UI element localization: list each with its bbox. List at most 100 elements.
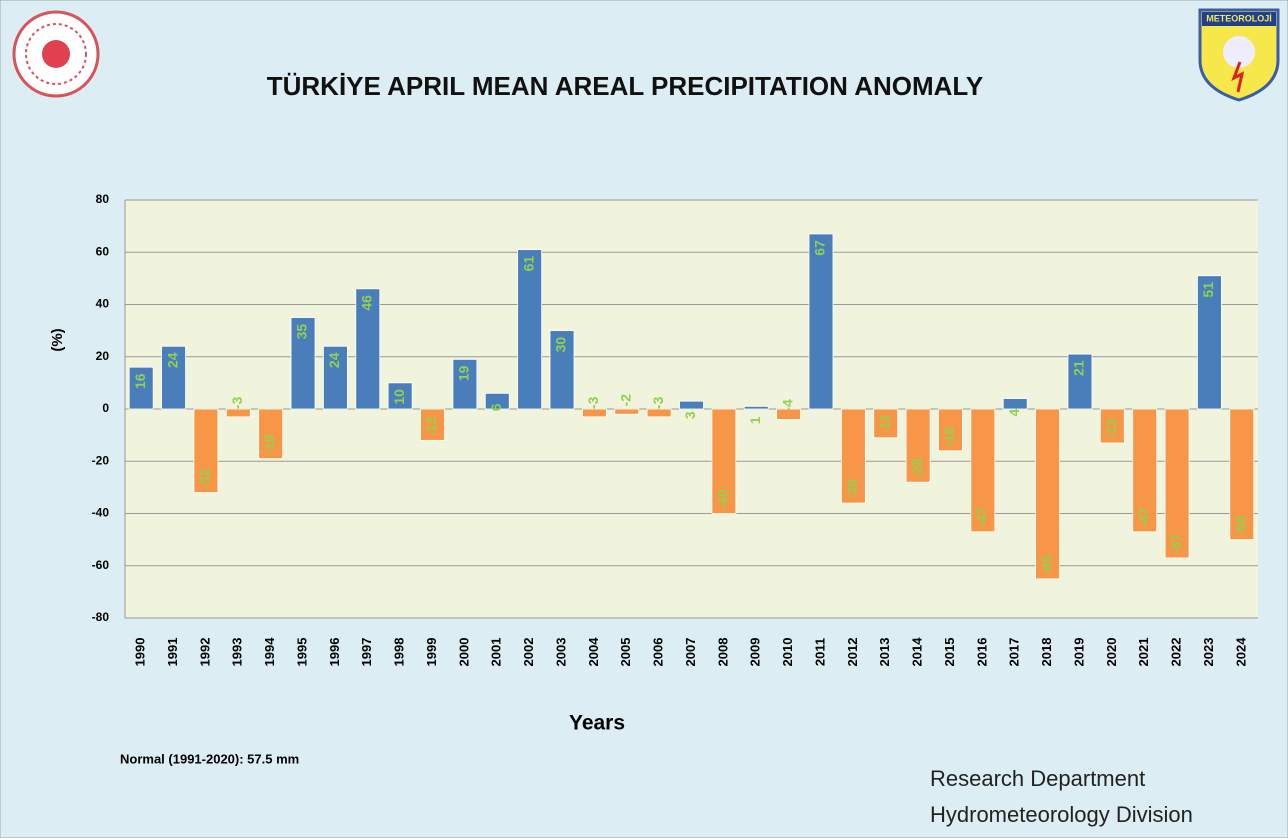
credit: Research Department	[930, 766, 1145, 791]
data-label: 16	[132, 373, 148, 389]
x-tick-label: 2015	[942, 638, 957, 667]
data-label: 10	[391, 389, 407, 405]
data-label: -28	[909, 458, 925, 478]
x-tick-label: 2002	[521, 638, 536, 667]
data-label: -36	[844, 479, 860, 499]
x-tick-label: 2013	[877, 638, 892, 667]
data-label: -16	[941, 426, 957, 446]
data-label: 21	[1071, 360, 1087, 376]
data-label: -3	[585, 396, 601, 409]
x-tick-label: 2009	[748, 638, 763, 667]
x-tick-label: 2022	[1169, 638, 1184, 667]
chart-title: TÜRKİYE APRIL MEAN AREAL PRECIPITATION A…	[267, 71, 984, 101]
data-label: 4	[1006, 408, 1022, 416]
meteorology-logo: METEOROLOJİ	[1200, 10, 1278, 100]
y-tick-label: -40	[92, 506, 110, 520]
bar	[615, 409, 639, 414]
x-tick-label: 2021	[1136, 638, 1151, 667]
x-tick-label: 2004	[586, 637, 601, 667]
data-label: -2	[617, 394, 633, 407]
data-label: 51	[1200, 282, 1216, 298]
data-label: -40	[715, 489, 731, 509]
data-label: -19	[261, 434, 277, 454]
bar	[647, 409, 671, 417]
data-label: 61	[520, 256, 536, 272]
x-tick-label: 1998	[392, 638, 407, 667]
data-label: 35	[294, 324, 310, 340]
data-label: -12	[423, 416, 439, 436]
data-label: -32	[197, 468, 213, 488]
x-tick-label: 2018	[1039, 638, 1054, 667]
y-tick-label: 40	[96, 297, 110, 311]
x-tick-label: 2011	[812, 638, 827, 666]
data-label: -47	[1135, 507, 1151, 527]
data-label: -4	[779, 399, 795, 412]
bar	[518, 250, 542, 409]
x-axis-label: Years	[569, 712, 625, 735]
data-label: -11	[876, 414, 892, 434]
x-tick-label: 2023	[1201, 638, 1216, 667]
data-label: 46	[358, 295, 374, 311]
y-tick-label: 60	[96, 244, 110, 258]
x-tick-label: 2006	[651, 638, 666, 667]
x-tick-label: 1990	[133, 638, 148, 667]
data-label: -3	[229, 396, 245, 409]
data-label: -50	[1233, 515, 1249, 535]
data-label: 19	[456, 365, 472, 381]
x-tick-label: 1991	[165, 638, 180, 667]
bar	[1003, 399, 1027, 409]
y-axis-label: (%)	[49, 328, 66, 351]
bar	[809, 234, 833, 409]
x-tick-label: 1994	[262, 637, 277, 667]
x-tick-label: 1993	[230, 638, 245, 667]
x-tick-label: 2019	[1071, 638, 1086, 667]
data-label: 24	[164, 352, 180, 368]
bar	[1036, 409, 1060, 579]
logo-text: METEOROLOJİ	[1206, 13, 1272, 23]
x-tick-label: 2008	[715, 638, 730, 667]
bar	[744, 406, 768, 409]
x-tick-label: 2017	[1007, 638, 1022, 667]
y-tick-label: -80	[92, 610, 110, 624]
x-tick-label: 2020	[1104, 638, 1119, 667]
data-label: -65	[1038, 554, 1054, 574]
data-label: 6	[488, 403, 504, 411]
x-tick-label: 2012	[845, 638, 860, 667]
y-tick-label: 0	[102, 401, 109, 415]
x-tick-label: 1992	[197, 638, 212, 667]
x-tick-label: 2010	[780, 638, 795, 667]
x-tick-label: 1996	[327, 638, 342, 667]
bar	[582, 409, 606, 417]
data-label: -3	[650, 396, 666, 409]
x-tick-label: 2001	[489, 638, 504, 667]
x-tick-label: 2000	[456, 638, 471, 667]
data-label: 24	[326, 352, 342, 368]
data-label: 3	[682, 411, 698, 419]
y-tick-label: -60	[92, 558, 110, 572]
y-tick-label: 80	[96, 192, 110, 206]
data-label: -57	[1168, 534, 1184, 554]
data-label: -13	[1103, 419, 1119, 439]
credit: Hydrometeorology Division	[930, 802, 1193, 827]
x-tick-label: 2005	[618, 638, 633, 667]
y-tick-label: 20	[96, 349, 110, 363]
page: METEOROLOJİ TÜRKİYE APRIL MEAN AREAL PRE…	[0, 0, 1288, 838]
x-tick-label: 2014	[910, 637, 925, 667]
x-tick-label: 2016	[974, 638, 989, 667]
bar	[226, 409, 250, 417]
x-tick-label: 1999	[424, 638, 439, 667]
data-label: 30	[553, 337, 569, 353]
x-tick-label: 1997	[359, 638, 374, 667]
x-tick-label: 2007	[683, 638, 698, 667]
data-label: 1	[747, 416, 763, 424]
x-tick-label: 2024	[1233, 637, 1248, 667]
note: Normal (1991-2020): 57.5 mm	[120, 751, 299, 766]
data-label: 67	[812, 240, 828, 256]
emblem-logo	[14, 12, 98, 96]
chart: METEOROLOJİ TÜRKİYE APRIL MEAN AREAL PRE…	[0, 0, 1288, 838]
x-tick-label: 1995	[294, 638, 309, 667]
bar	[680, 401, 704, 409]
x-tick-label: 2003	[553, 638, 568, 667]
data-label: -47	[974, 507, 990, 527]
y-tick-label: -20	[92, 453, 110, 467]
